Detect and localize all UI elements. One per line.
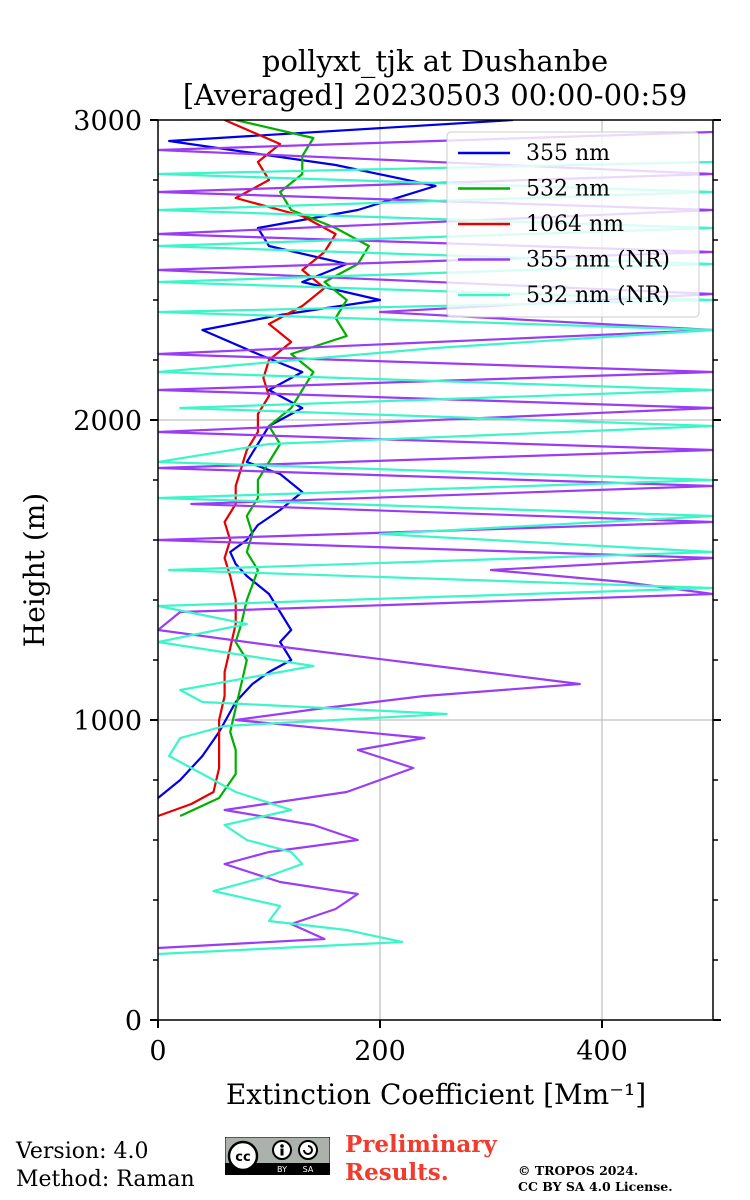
by-badge-label: BY: [277, 1165, 287, 1174]
cc-by-sa-badge: cc BY SA: [225, 1137, 330, 1175]
y-tick-label: 1000: [73, 706, 142, 737]
preliminary-line-2: Results.: [345, 1159, 449, 1186]
copyright-notice: © TROPOS 2024. CC BY SA 4.0 License.: [518, 1163, 673, 1195]
x-tick-label: 200: [354, 1036, 406, 1067]
legend-label: 532 nm (NR): [526, 283, 670, 308]
y-axis-label: Height (m): [18, 493, 51, 647]
legend-label: 1064 nm: [526, 212, 624, 237]
plot-frame: [157, 119, 714, 1021]
copyright-line-2: CC BY SA 4.0 License.: [518, 1179, 673, 1194]
y-tick-label: 3000: [73, 106, 142, 137]
method-text: Method: Raman: [16, 1167, 195, 1192]
cc-badge-label: cc: [235, 1150, 250, 1165]
legend-box: [446, 131, 700, 318]
legend-label: 355 nm (NR): [526, 248, 670, 273]
series-line: [158, 120, 337, 818]
x-tick-label: 400: [576, 1036, 628, 1067]
preliminary-line-1: Preliminary: [345, 1131, 497, 1158]
series-line: [158, 160, 713, 956]
chart-title-line-2: [Averaged] 20230503 00:00-00:59: [183, 78, 687, 112]
series-line: [158, 120, 514, 799]
x-tick-label: 0: [149, 1036, 166, 1067]
footer-info: Version: 4.0 Method: Raman: [16, 1138, 195, 1194]
legend: 355 nm 532 nm 1064 nm 355 nm (NR) 532 nm (NR…: [446, 131, 700, 318]
version-text: Version: 4.0: [16, 1139, 149, 1164]
y-tick-label: 0: [125, 1006, 142, 1037]
legend-label: 532 nm: [526, 177, 610, 202]
copyright-line-1: © TROPOS 2024.: [518, 1163, 639, 1178]
axis-ticks: 0 200 400 0 1000 2000 3000: [73, 106, 721, 1067]
sa-badge-label: SA: [303, 1165, 314, 1174]
chart-title-line-1: pollyxt_tjk at Dushanbe: [262, 44, 608, 79]
series-line: [179, 120, 370, 817]
preliminary-results-label: Preliminary Results.: [345, 1131, 497, 1187]
y-tick-label: 2000: [73, 406, 142, 437]
legend-label: 355 nm: [526, 141, 610, 166]
x-axis-label: Extinction Coefficient [Mm⁻¹]: [226, 1078, 646, 1111]
